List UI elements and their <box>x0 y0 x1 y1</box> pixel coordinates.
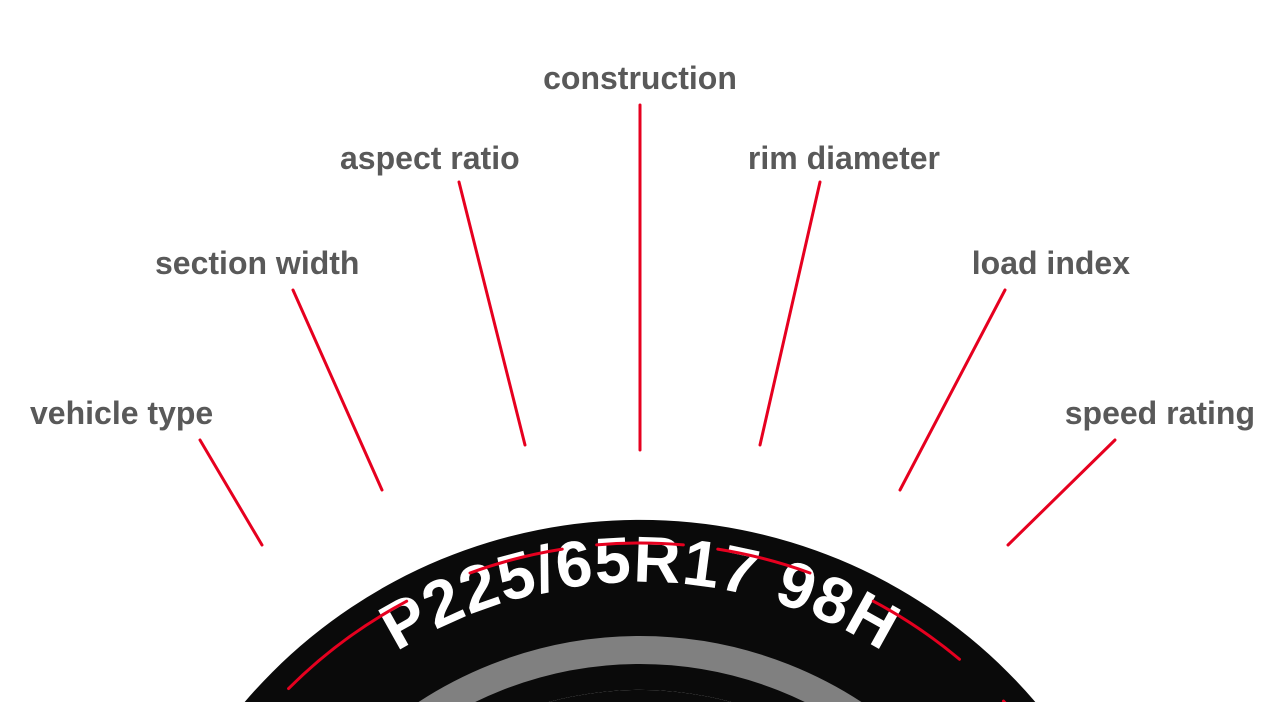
pointer-line <box>1008 440 1115 545</box>
diagram-svg: P225/65R17 98H <box>0 0 1280 702</box>
pointer-line <box>900 290 1005 490</box>
label-section-width: section width <box>155 245 359 282</box>
pointer-line <box>200 440 262 545</box>
tire-size-diagram: P225/65R17 98H vehicle type section width… <box>0 0 1280 702</box>
pointer-line <box>760 182 820 445</box>
label-load-index: load index <box>972 245 1130 282</box>
label-construction: construction <box>543 60 737 97</box>
label-vehicle-type: vehicle type <box>30 395 213 432</box>
pointer-line <box>459 182 525 445</box>
pointer-line <box>293 290 382 490</box>
label-rim-diameter: rim diameter <box>748 140 940 177</box>
label-aspect-ratio: aspect ratio <box>340 140 520 177</box>
label-speed-rating: speed rating <box>1065 395 1255 432</box>
